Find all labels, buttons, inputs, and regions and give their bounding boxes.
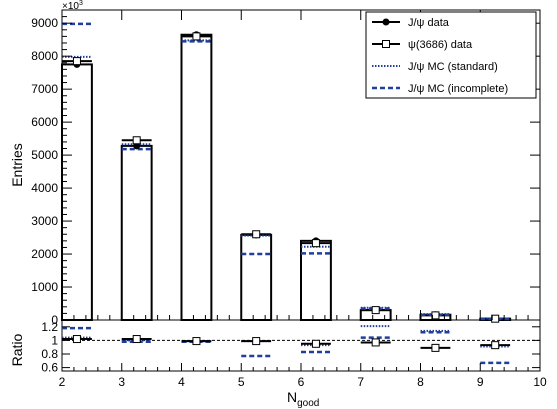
ratio-psi3686-marker bbox=[491, 341, 500, 350]
ratio-psi3686-marker bbox=[371, 338, 380, 347]
x-tick-label: 7 bbox=[357, 375, 364, 389]
bar-jpsi-data bbox=[180, 33, 213, 322]
x-tick-label: 10 bbox=[533, 375, 547, 389]
y-scale-label: ×103 bbox=[62, 0, 83, 12]
ratio-content bbox=[62, 325, 540, 365]
marker-psi3686-data bbox=[491, 314, 500, 323]
marker-psi3686-data bbox=[431, 311, 440, 320]
y-scale-base: ×10 bbox=[62, 1, 79, 12]
ratio-y-tick-label: 1.2 bbox=[41, 320, 58, 334]
y-tick-label: 4000 bbox=[31, 181, 58, 195]
marker-psi3686-data bbox=[252, 230, 261, 239]
marker-psi3686-data bbox=[311, 239, 320, 248]
ratio-psi3686-marker bbox=[431, 343, 440, 352]
x-tick-label: 4 bbox=[178, 375, 185, 389]
ratio-psi3686-marker bbox=[311, 339, 320, 348]
bar-jpsi-data bbox=[240, 233, 273, 321]
x-ticks: 2 3 4 5 6 7 8 9 10 bbox=[59, 10, 547, 389]
legend-label-mc-standard: J/ψ MC (standard) bbox=[408, 61, 498, 73]
x-tick-label: 6 bbox=[298, 375, 305, 389]
x-axis-title: Ngood bbox=[287, 389, 319, 409]
ratio-y-tick-label: 1 bbox=[51, 333, 58, 347]
marker-psi3686-data bbox=[72, 57, 81, 66]
legend-marker-psi3686-data bbox=[382, 40, 390, 48]
y-tick-label: 1000 bbox=[31, 280, 58, 294]
main-y-ticks: 0 1000 2000 3000 4000 5000 6000 7000 8000 9000 bbox=[31, 9, 540, 327]
ratio-psi3686-marker bbox=[252, 337, 261, 346]
bar-jpsi-data bbox=[120, 144, 153, 321]
y-tick-label: 8000 bbox=[31, 49, 58, 63]
y-scale-exp: 3 bbox=[79, 0, 83, 7]
x-tick-label: 8 bbox=[417, 375, 424, 389]
marker-psi3686-data bbox=[371, 306, 380, 315]
ratio-y-axis-title: Ratio bbox=[9, 333, 25, 366]
x-axis-title-sub: good bbox=[297, 398, 319, 409]
x-tick-label: 2 bbox=[59, 375, 66, 389]
legend: J/ψ data ψ(3686) data J/ψ MC (standard) … bbox=[365, 11, 537, 99]
main-markers bbox=[72, 31, 500, 323]
legend-label-mc-incomplete: J/ψ MC (incomplete) bbox=[408, 83, 508, 95]
y-tick-label: 5000 bbox=[31, 148, 58, 162]
marker-psi3686-data bbox=[192, 32, 201, 41]
legend-label-jpsi-data: J/ψ data bbox=[408, 17, 450, 29]
y-tick-label: 0 bbox=[51, 313, 58, 327]
main-y-axis-title: Entries bbox=[9, 143, 25, 187]
x-axis-title-main: N bbox=[287, 389, 297, 405]
ratio-psi3686-marker bbox=[72, 335, 81, 344]
y-tick-label: 2000 bbox=[31, 247, 58, 261]
legend-box bbox=[365, 11, 537, 99]
ratio-y-tick-label: 0.6 bbox=[41, 361, 58, 375]
legend-marker-jpsi-data bbox=[382, 18, 390, 26]
y-tick-label: 3000 bbox=[31, 214, 58, 228]
y-tick-label: 9000 bbox=[31, 16, 58, 30]
ratio-psi3686-marker bbox=[192, 337, 201, 346]
ratio-psi3686-marker bbox=[132, 335, 141, 344]
ratio-y-tick-label: 0.8 bbox=[41, 347, 58, 361]
x-tick-label: 9 bbox=[477, 375, 484, 389]
y-tick-label: 6000 bbox=[31, 115, 58, 129]
ratio-y-ticks: 0.60.811.2 bbox=[41, 320, 540, 375]
legend-label-psi3686-data: ψ(3686) data bbox=[408, 39, 473, 51]
marker-psi3686-data bbox=[132, 136, 141, 145]
x-tick-label: 5 bbox=[238, 375, 245, 389]
y-tick-label: 7000 bbox=[31, 82, 58, 96]
x-tick-label: 3 bbox=[118, 375, 125, 389]
